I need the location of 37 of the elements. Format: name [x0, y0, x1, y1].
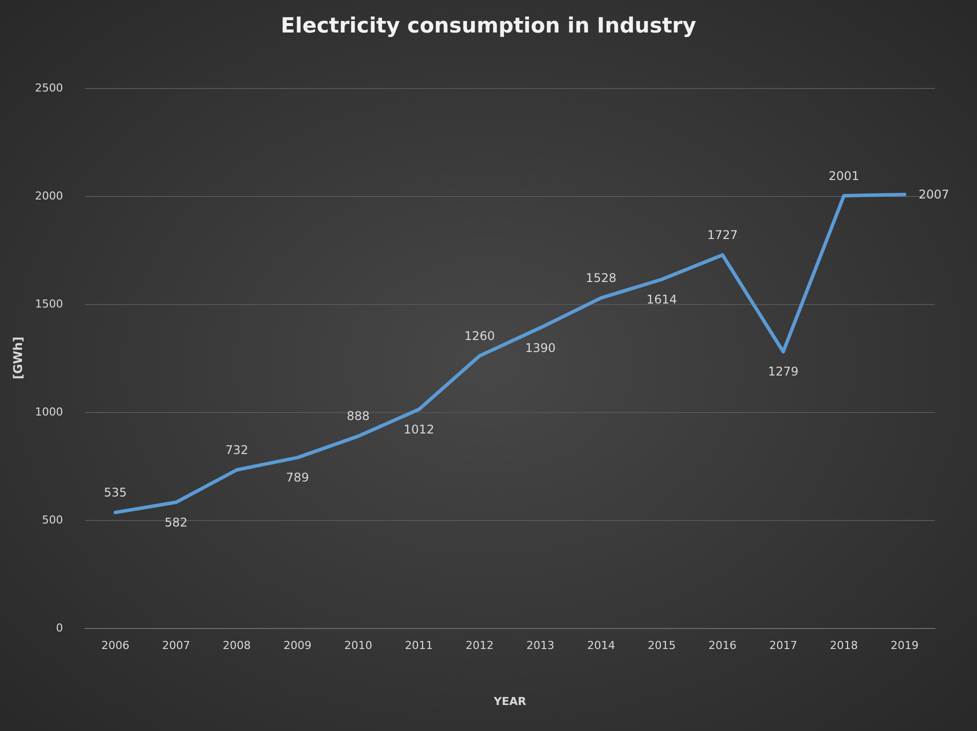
- data-label: 1012: [404, 422, 434, 436]
- data-label: 2001: [828, 168, 860, 183]
- data-label: 1279: [768, 364, 798, 379]
- data-label: 888: [346, 409, 370, 424]
- x-tick-label: 2007: [162, 639, 190, 652]
- data-label: 2007: [918, 187, 950, 202]
- chart-title: Electricity consumption in Industry: [280, 14, 697, 38]
- data-label: 1528: [586, 270, 616, 285]
- x-tick-label: 2006: [101, 639, 130, 652]
- data-label: 1614: [646, 292, 678, 306]
- data-label: 1727: [707, 228, 738, 242]
- y-tick-label: 500: [42, 514, 63, 526]
- x-tick-label: 2018: [830, 639, 858, 652]
- x-tick-label: 2010: [344, 639, 372, 652]
- data-label: 582: [164, 515, 188, 530]
- x-tick-label: 2015: [648, 639, 676, 652]
- data-label: 535: [104, 485, 127, 500]
- x-tick-label: 2013: [526, 639, 554, 652]
- x-tick-label: 2014: [587, 639, 616, 652]
- x-tick-label: 2016: [708, 639, 736, 652]
- data-label: 789: [286, 470, 309, 485]
- y-tick-label: 0: [56, 622, 63, 634]
- x-tick-label: 2019: [890, 639, 919, 652]
- x-axis-title: YEAR: [492, 695, 527, 708]
- y-tick-label: 2000: [35, 190, 63, 202]
- x-tick-label: 2008: [222, 639, 251, 652]
- y-axis-title: [GWh]: [11, 336, 26, 380]
- x-tick-label: 2011: [404, 639, 433, 652]
- y-tick-label: 2500: [35, 82, 63, 94]
- data-label: 1260: [464, 328, 495, 343]
- data-label: 1390: [525, 340, 556, 355]
- y-tick-label: 1500: [35, 298, 63, 310]
- x-tick-label: 2009: [284, 639, 312, 652]
- data-label: 732: [225, 442, 248, 457]
- x-tick-label: 2012: [466, 639, 494, 652]
- x-tick-label: 2017: [769, 639, 798, 652]
- y-tick-label: 1000: [35, 406, 63, 418]
